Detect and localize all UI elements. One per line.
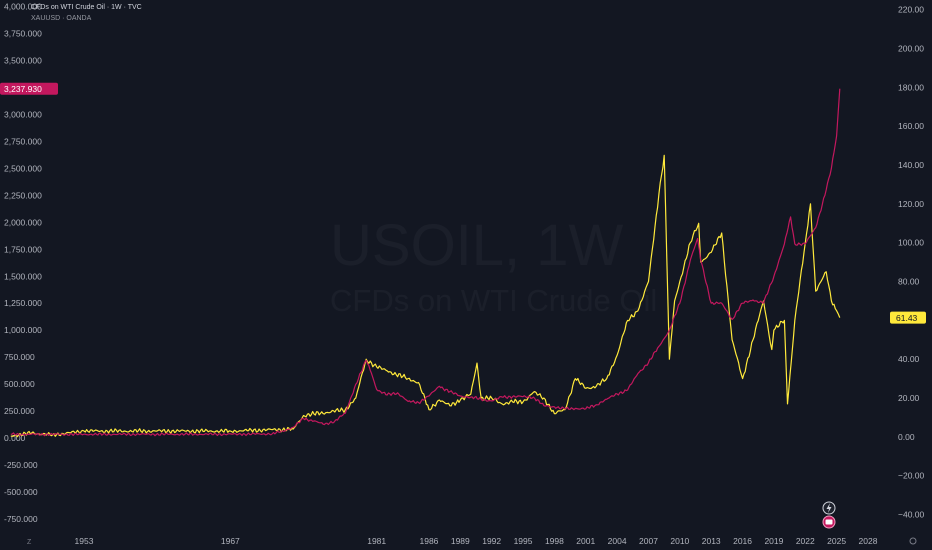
chart-logo-icon-glyph <box>825 519 833 525</box>
x-axis-tick-1998: 1998 <box>545 536 564 546</box>
right-axis-tick-0: 220.00 <box>898 5 924 15</box>
x-axis-tick-2016: 2016 <box>733 536 752 546</box>
left-axis-tick-2: 3,500.000 <box>4 55 42 65</box>
left-axis-tick-1: 3,750.000 <box>4 28 42 38</box>
x-axis-tick-2001: 2001 <box>576 536 595 546</box>
x-axis-tick-2019: 2019 <box>764 536 783 546</box>
x-axis-tick-1986: 1986 <box>419 536 438 546</box>
xauusd-last-price-badge <box>0 82 58 95</box>
chart-header-symbol[interactable]: CFDs on WTI Crude Oil · 1W · TVC <box>31 4 142 11</box>
x-axis-tick-2010: 2010 <box>670 536 689 546</box>
left-axis-tick-19: -750.000 <box>4 514 38 524</box>
right-axis-tick-12: −20.00 <box>898 471 925 481</box>
gear-icon <box>909 537 917 545</box>
lightning-icon-glyph <box>826 503 832 513</box>
left-axis-tick-12: 1,000.000 <box>4 325 42 335</box>
right-axis-tick-3: 160.00 <box>898 121 924 131</box>
right-axis-tick-10: 20.00 <box>898 393 920 403</box>
left-axis-tick-5: 2,750.000 <box>4 136 42 146</box>
left-axis-tick-4: 3,000.000 <box>4 109 42 119</box>
right-axis-tick-9: 40.00 <box>898 354 920 364</box>
usoil-last-price-label: 61.43 <box>896 313 918 323</box>
series-line-usoil <box>10 154 841 438</box>
x-axis-tick-2022: 2022 <box>796 536 815 546</box>
x-axis-tick-2004: 2004 <box>608 536 627 546</box>
left-axis-tick-14: 500.000 <box>4 379 35 389</box>
right-axis-tick-5: 120.00 <box>898 199 924 209</box>
right-axis-tick-6: 100.00 <box>898 238 924 248</box>
right-axis-tick-11: 0.00 <box>898 432 915 442</box>
x-axis-tick-1953: 1953 <box>75 536 94 546</box>
x-axis-tick-1967: 1967 <box>221 536 240 546</box>
right-axis-tick-1: 200.00 <box>898 44 924 54</box>
left-axis-tick-13: 750.000 <box>4 352 35 362</box>
xauusd-last-price-label: 3,237.930 <box>4 84 42 94</box>
left-axis-tick-10: 1,500.000 <box>4 271 42 281</box>
x-axis-tick-2013: 2013 <box>702 536 721 546</box>
watermark-symbol: USOIL, 1W <box>330 212 623 279</box>
left-axis-tick-18: -500.000 <box>4 487 38 497</box>
left-axis-tick-16: 0.000 <box>4 433 26 443</box>
watermark-description: CFDs on WTI Crude Oil <box>330 283 657 319</box>
left-axis-tick-9: 1,750.000 <box>4 244 42 254</box>
chart-header-compare-symbol[interactable]: XAUUSD · OANDA <box>31 15 92 22</box>
right-axis-tick-2: 180.00 <box>898 82 924 92</box>
left-axis-tick-15: 250.000 <box>4 406 35 416</box>
x-axis-tick-1989: 1989 <box>451 536 470 546</box>
left-axis-tick-17: -250.000 <box>4 460 38 470</box>
x-axis-tick-1981: 1981 <box>367 536 386 546</box>
zoom-icon: Z <box>27 539 32 546</box>
usoil-last-price-badge <box>890 311 926 324</box>
x-axis-tick-2028: 2028 <box>859 536 878 546</box>
left-axis-tick-8: 2,000.000 <box>4 217 42 227</box>
left-axis-tick-0: 4,000.000 <box>4 1 42 11</box>
right-axis-tick-4: 140.00 <box>898 160 924 170</box>
left-axis-tick-11: 1,250.000 <box>4 298 42 308</box>
right-axis-tick-7: 80.00 <box>898 277 920 287</box>
x-axis-tick-1992: 1992 <box>482 536 501 546</box>
x-axis-tick-2007: 2007 <box>639 536 658 546</box>
series-line-xauusd <box>10 88 841 437</box>
left-axis-tick-6: 2,500.000 <box>4 163 42 173</box>
left-axis-tick-7: 2,250.000 <box>4 190 42 200</box>
right-axis-tick-13: −40.00 <box>898 510 925 520</box>
x-axis-tick-1995: 1995 <box>514 536 533 546</box>
x-axis-tick-2025: 2025 <box>827 536 846 546</box>
